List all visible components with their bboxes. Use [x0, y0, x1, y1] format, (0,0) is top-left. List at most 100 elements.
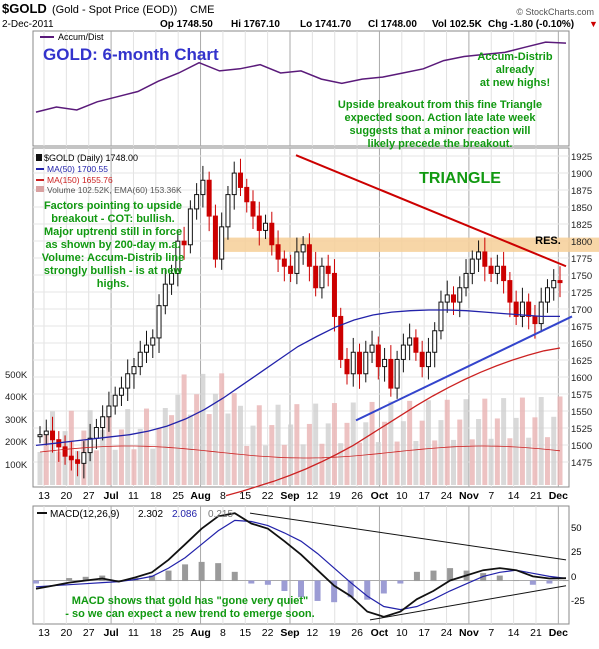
- breakout-note: Upside breakout from this fine Triangle …: [338, 99, 542, 150]
- price-bar-body: [282, 259, 286, 266]
- macd-histogram-bar: [530, 581, 536, 585]
- macd-legend-name: MACD(12,26,9): [50, 509, 119, 520]
- price-bar-body: [63, 447, 67, 456]
- x-tick-label: 10: [396, 490, 408, 502]
- x-tick-label: 13: [38, 490, 50, 502]
- macd-histogram-bar: [50, 581, 56, 582]
- price-bar-body: [182, 241, 186, 245]
- volume-label: Vol 102.5K: [432, 19, 483, 30]
- price-bar-body: [289, 266, 293, 273]
- volume-bar: [138, 429, 143, 485]
- price-bar-body: [483, 252, 487, 266]
- x-tick-label: 19: [329, 627, 341, 639]
- volume-bar: [313, 404, 318, 485]
- volume-bar: [426, 400, 431, 485]
- x-tick-label: 8: [220, 627, 226, 639]
- legend-swatch-volume: [36, 186, 44, 192]
- price-bar-body: [76, 460, 80, 464]
- price-bar-body: [433, 331, 437, 353]
- volume-y-tick: 300K: [5, 415, 28, 426]
- x-tick-label: Nov: [459, 490, 479, 502]
- price-bar-body: [107, 406, 111, 417]
- macd-histogram-bar: [381, 581, 387, 594]
- price-bar-body: [401, 345, 405, 359]
- volume-bar: [269, 425, 274, 485]
- x-tick-label: Aug: [190, 490, 210, 502]
- volume-bar: [94, 450, 99, 485]
- price-bar-body: [508, 281, 512, 303]
- accum-note-line: Accum-Distrib: [477, 51, 552, 63]
- price-bar-body: [545, 288, 549, 302]
- volume-bar: [319, 444, 324, 485]
- volume-bar: [332, 403, 337, 485]
- low-label: Lo 1741.70: [300, 19, 352, 30]
- price-bar-body: [552, 281, 556, 288]
- x-tick-label: Oct: [371, 490, 389, 502]
- macd-legend-hist: 0.215: [208, 509, 233, 520]
- x-tick-label: 15: [239, 490, 251, 502]
- macd-y-tick: 0: [571, 572, 576, 583]
- price-bar-body: [295, 252, 299, 274]
- x-tick-label: 7: [488, 490, 494, 502]
- price-bar-body: [38, 435, 42, 437]
- volume-bar: [545, 437, 550, 485]
- macd-histogram-bar: [166, 571, 172, 581]
- volume-bar: [501, 398, 506, 485]
- symbol-label: $GOLD: [2, 1, 47, 16]
- x-tick-label: Dec: [549, 627, 568, 639]
- x-tick-label: 10: [396, 627, 408, 639]
- volume-bar: [131, 449, 136, 485]
- macd-histogram-bar: [563, 580, 569, 581]
- date-label: 2-Dec-2011: [2, 19, 54, 30]
- macd-histogram-bar: [265, 581, 271, 585]
- resistance-label: RES.: [535, 235, 561, 247]
- macd-histogram-bar: [414, 572, 420, 581]
- factors-note-line: Factors pointing to upside: [44, 200, 182, 212]
- price-bar-body: [439, 302, 443, 331]
- volume-bar: [476, 419, 481, 485]
- price-y-tick: 1650: [571, 339, 592, 350]
- volume-bar: [263, 445, 268, 485]
- price-bar-body: [101, 417, 105, 428]
- volume-bar: [445, 400, 450, 485]
- price-bar-body: [470, 259, 474, 273]
- high-label: Hi 1767.10: [231, 19, 280, 30]
- price-bar-body: [539, 302, 543, 324]
- macd-histogram-bar: [315, 581, 321, 601]
- x-tick-label: Aug: [190, 627, 210, 639]
- macd-histogram-bar: [431, 571, 437, 581]
- volume-bar: [363, 422, 368, 485]
- price-bar-body: [408, 338, 412, 345]
- volume-bar: [520, 398, 525, 485]
- volume-bar: [338, 443, 343, 485]
- volume-bar: [532, 417, 537, 485]
- x-tick-label: 18: [150, 490, 162, 502]
- price-bar-body: [533, 316, 537, 323]
- price-bar-body: [558, 281, 562, 283]
- accum-note-line: already: [496, 64, 535, 76]
- accum-legend: Accum/Dist: [58, 32, 104, 42]
- breakout-note-line: expected soon. Action late late week: [345, 112, 537, 124]
- volume-bar: [407, 401, 412, 485]
- x-tick-label: 11: [128, 490, 139, 502]
- volume-bar: [175, 395, 180, 485]
- macd-note-line: MACD shows that gold has "gone very quie…: [72, 595, 309, 607]
- volume-bar: [482, 399, 487, 485]
- macd-note: MACD shows that gold has "gone very quie…: [65, 595, 314, 620]
- factors-note-line: highs.: [97, 278, 129, 290]
- price-bar-body: [364, 352, 368, 374]
- price-bar-body: [332, 273, 336, 316]
- price-bar-body: [232, 173, 236, 195]
- price-bar-body: [238, 173, 242, 187]
- open-label: Op 1748.50: [160, 19, 213, 30]
- volume-bar: [225, 414, 230, 486]
- price-bar-body: [339, 316, 343, 359]
- x-tick-label: 14: [508, 490, 520, 502]
- volume-bar: [119, 429, 124, 485]
- legend-ma50: MA(50) 1700.55: [47, 164, 108, 174]
- triangle-label: TRIANGLE: [419, 170, 501, 187]
- price-bar-body: [489, 266, 493, 273]
- price-bar-body: [132, 367, 136, 374]
- price-bar-body: [314, 266, 318, 288]
